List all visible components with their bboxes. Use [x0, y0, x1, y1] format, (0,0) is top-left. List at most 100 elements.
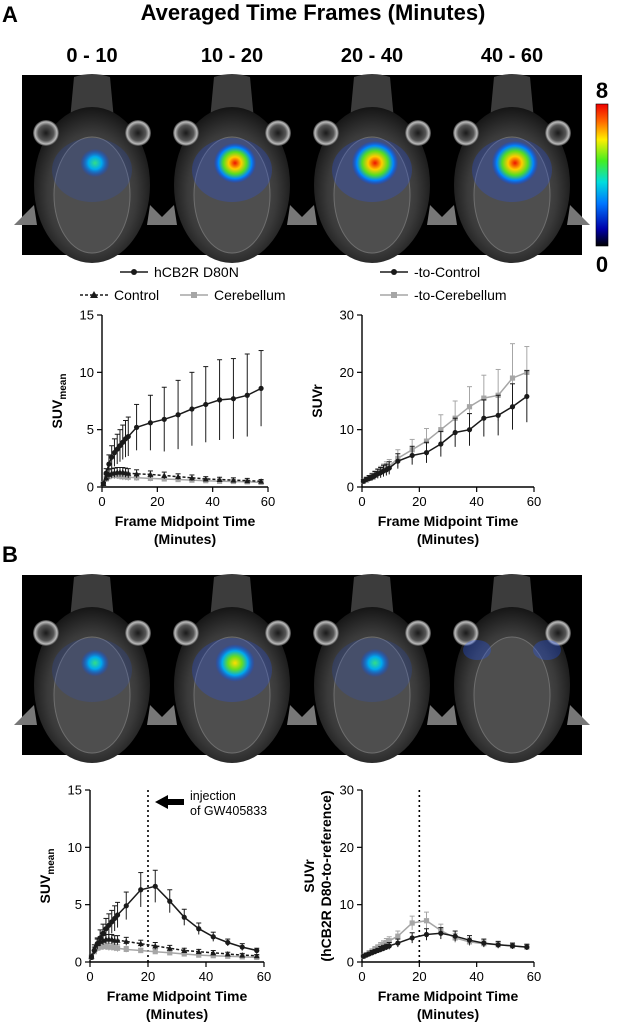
- data-point: [97, 944, 103, 950]
- data-point: [152, 883, 158, 889]
- injection-annotation: injection of GW405833: [155, 789, 267, 818]
- y-tick-label: 15: [80, 308, 94, 323]
- x-tick-label: 60: [257, 969, 271, 984]
- data-point: [106, 922, 112, 928]
- injection-arrow-icon: [155, 795, 184, 809]
- data-point: [409, 452, 415, 459]
- data-point: [112, 945, 118, 951]
- data-point: [91, 945, 98, 951]
- data-point: [438, 930, 444, 936]
- data-point: [423, 438, 430, 444]
- colorbar: [595, 103, 609, 247]
- y-tick-label: 10: [68, 840, 82, 855]
- data-point: [138, 947, 144, 954]
- eye: [125, 620, 151, 646]
- data-point: [133, 470, 140, 477]
- data-point: [466, 937, 473, 943]
- series-hcb2r-d80n: [100, 350, 264, 487]
- data-point: [189, 406, 195, 412]
- header-title: Averaged Time Frames (Minutes): [141, 0, 486, 25]
- data-point: [147, 420, 154, 426]
- y-tick-label: 20: [340, 365, 354, 380]
- data-point: [106, 944, 112, 950]
- data-point: [386, 465, 392, 471]
- data-point: [438, 427, 444, 433]
- data-point: [423, 931, 430, 938]
- tracer-hotspot: [80, 148, 110, 178]
- legend-label-to-control: -to-Control: [414, 264, 480, 280]
- data-point: [230, 396, 237, 402]
- eye: [125, 120, 151, 146]
- eye: [545, 620, 571, 646]
- data-point: [167, 950, 173, 956]
- eye: [545, 120, 571, 146]
- data-point: [386, 938, 392, 944]
- data-point: [395, 940, 401, 946]
- y-tick-label: 0: [347, 480, 354, 495]
- data-point: [423, 918, 430, 924]
- legend-marker-to-cerebellum: [380, 292, 408, 298]
- data-point: [258, 385, 264, 391]
- x-tick-label: 60: [261, 494, 275, 509]
- x-axis-label-line2: (Minutes): [417, 531, 479, 547]
- data-point: [109, 944, 115, 950]
- y-tick-label: 0: [75, 955, 82, 970]
- data-point: [196, 952, 202, 958]
- data-point: [137, 940, 144, 947]
- tracer-hotspot: [351, 140, 399, 186]
- data-point: [147, 475, 154, 481]
- series-control: [88, 933, 260, 959]
- data-point: [181, 951, 187, 957]
- data-point: [152, 942, 159, 949]
- tracer-hotspot: [80, 649, 110, 677]
- x-axis-label-line2: (Minutes): [146, 1006, 208, 1022]
- data-point: [196, 926, 202, 932]
- chart-b-right: 0 20 40 60 0 10 20 30 Frame Midpoint Time (Minute…: [301, 783, 541, 1023]
- y-axis-label: SUVmean: [49, 374, 69, 429]
- eye: [405, 120, 431, 146]
- eye: [405, 620, 431, 646]
- data-point: [380, 941, 387, 947]
- y-tick-label: 30: [340, 783, 354, 798]
- x-axis-label-line2: (Minutes): [154, 531, 216, 547]
- data-point: [216, 397, 223, 403]
- colorbar-min-label: 0: [596, 252, 608, 277]
- legend-label-control: Control: [114, 287, 159, 303]
- legend-a-left: hCB2R D80N Control Cerebellum: [80, 264, 286, 303]
- x-tick-label: 60: [527, 494, 541, 509]
- data-point: [109, 919, 115, 925]
- data-point: [495, 412, 501, 418]
- series-to-control: [360, 370, 530, 484]
- data-point: [495, 942, 501, 948]
- data-point: [195, 948, 202, 955]
- eye: [265, 620, 291, 646]
- data-point: [254, 947, 260, 954]
- data-point: [423, 450, 430, 456]
- data-point: [409, 935, 415, 941]
- data-point: [114, 912, 121, 918]
- panel-b-label: B: [2, 542, 18, 567]
- y-tick-label: 0: [87, 480, 94, 495]
- series-to-control: [360, 927, 530, 959]
- x-tick-label: 20: [141, 969, 155, 984]
- x-axis-label: Frame Midpoint Time: [115, 513, 256, 529]
- data-point: [239, 952, 246, 958]
- data-point: [509, 404, 516, 410]
- panel-a-label: A: [2, 2, 18, 27]
- time-frame-label: 20 - 40: [341, 45, 403, 67]
- data-point: [244, 477, 251, 484]
- data-point: [88, 953, 95, 959]
- data-point: [466, 404, 473, 410]
- data-point: [452, 933, 458, 939]
- data-point: [114, 937, 121, 943]
- pet-image-a-1: [14, 74, 170, 263]
- y-tick-label: 5: [75, 897, 82, 912]
- data-point: [188, 474, 195, 481]
- eye: [33, 620, 59, 646]
- data-point: [167, 898, 173, 904]
- pet-image-b-2: [154, 574, 310, 763]
- series-control: [100, 467, 265, 487]
- x-axis-label: Frame Midpoint Time: [107, 988, 248, 1004]
- tracer-hotspot: [360, 648, 390, 678]
